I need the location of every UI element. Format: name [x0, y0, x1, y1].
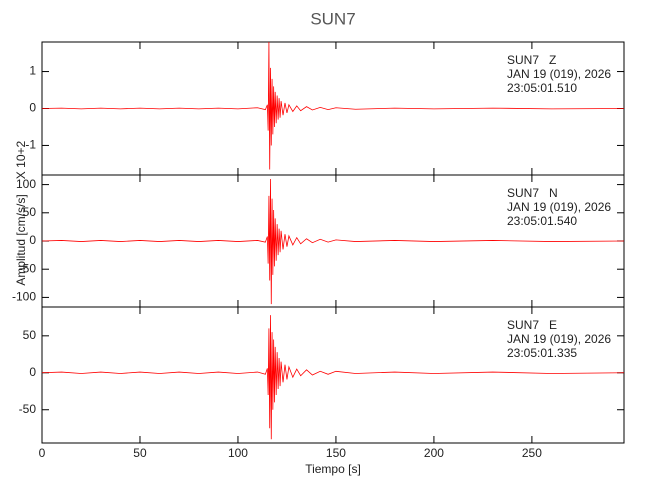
x-axis-label: Tiempo [s]: [305, 462, 361, 476]
annotation: 23:05:01.510: [507, 81, 577, 95]
x-tick-label: 150: [326, 446, 346, 460]
annotation: SUN7 Z: [507, 53, 556, 67]
waveform: [41, 178, 625, 305]
y-tick-label: 0: [29, 365, 36, 379]
annotation: JAN 19 (019), 2026: [507, 200, 611, 214]
waveform: [41, 41, 625, 170]
y-multiplier: X 10+2: [14, 140, 28, 179]
y-tick-label: -50: [19, 402, 37, 416]
x-tick-label: 50: [133, 446, 147, 460]
y-tick-label: 0: [29, 233, 36, 247]
chart-title: SUN7: [310, 9, 355, 28]
annotation: SUN7 E: [507, 318, 557, 332]
annotation: 23:05:01.540: [507, 214, 577, 228]
annotation: SUN7 N: [507, 186, 558, 200]
y-tick-label: -1: [25, 138, 36, 152]
y-tick-label: 50: [23, 328, 37, 342]
annotation: JAN 19 (019), 2026: [507, 332, 611, 346]
y-tick-label: 0: [29, 101, 36, 115]
x-tick-label: 250: [522, 446, 542, 460]
annotation: 23:05:01.335: [507, 346, 577, 360]
y-tick-label: -100: [12, 290, 36, 304]
y-tick-label: 100: [16, 177, 36, 191]
x-tick-label: 0: [39, 446, 46, 460]
panel-frame: [41, 306, 625, 444]
waveform: [41, 315, 625, 440]
x-tick-label: 200: [424, 446, 444, 460]
y-axis-label: Amplitud [cm/s/s]: [14, 194, 28, 285]
y-tick-label: 50: [23, 205, 37, 219]
annotation: JAN 19 (019), 2026: [507, 67, 611, 81]
y-tick-label: -50: [19, 261, 37, 275]
y-tick-label: 1: [29, 64, 36, 78]
x-tick-label: 100: [228, 446, 248, 460]
